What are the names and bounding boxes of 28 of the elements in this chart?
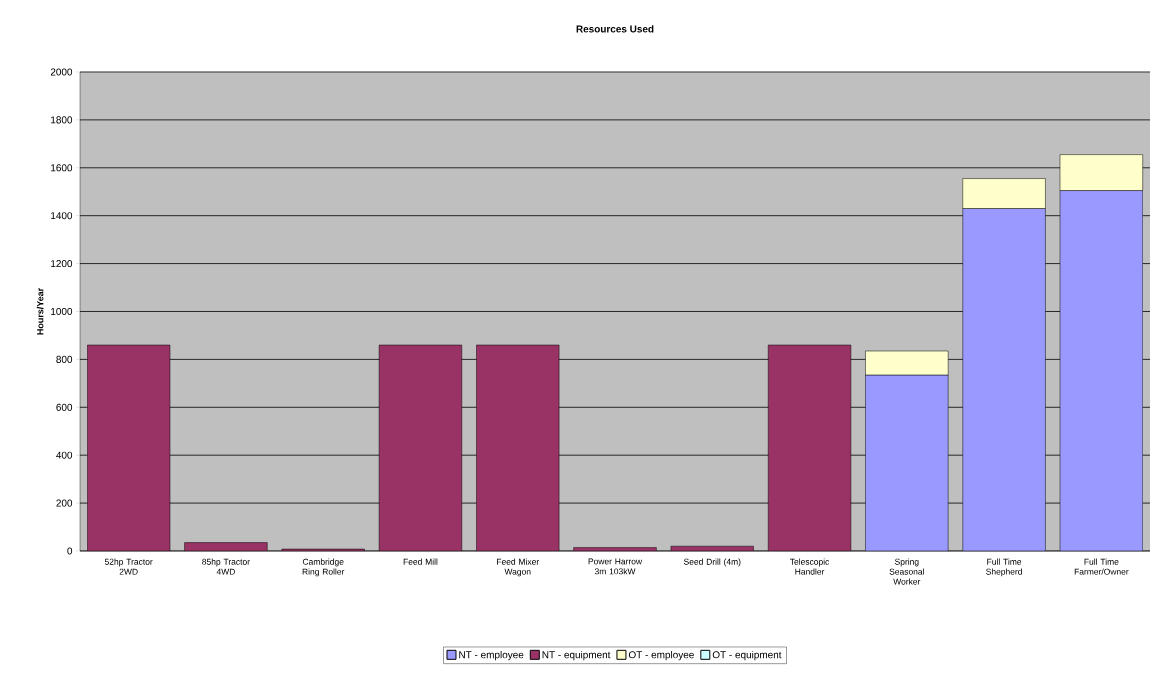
x-tick-label: Full Time Farmer/Owner — [1074, 558, 1129, 575]
y-tick-label: 1200 — [51, 260, 73, 268]
x-tick-label: Seed Drill (4m) — [683, 558, 741, 567]
x-tick-label: 52hp Tractor 2WD — [104, 558, 153, 575]
x-tick-label: Power Harrow 3m 103kW — [588, 558, 643, 575]
legend-label: NT - equipment — [542, 650, 611, 661]
chart-title: Resources Used — [576, 25, 654, 33]
x-tick-label: Spring Seasonal Worker — [889, 558, 924, 585]
y-tick-label: 2000 — [50, 68, 73, 76]
legend-label: OT - employee — [628, 650, 694, 661]
x-tick-label: 85hp Tractor 4WD — [202, 558, 250, 575]
x-tick-label: Cambridge Ring Roller — [302, 558, 345, 577]
y-tick-label: 800 — [56, 355, 73, 363]
y-tick-label: 400 — [56, 451, 73, 459]
y-tick-label: 1600 — [51, 164, 73, 172]
legend-label: NT - employee — [459, 650, 524, 661]
y-tick-label: 200 — [56, 499, 73, 507]
y-axis-title: Hours/Year — [36, 287, 44, 335]
x-tick-label: Feed Mixer Wagon — [497, 558, 539, 577]
x-tick-label: Full Time Shepherd — [986, 558, 1022, 577]
y-tick-label: 1000 — [51, 307, 73, 316]
y-tick-label: 0 — [67, 547, 73, 555]
y-tick-label: 600 — [56, 403, 73, 411]
legend-label: OT - equipment — [712, 650, 782, 661]
x-tick-label: Feed Mill — [403, 558, 438, 565]
y-tick-label: 1400 — [51, 212, 73, 220]
x-tick-label: Telescopic Handler — [789, 558, 830, 575]
y-tick-label: 1800 — [51, 116, 73, 124]
